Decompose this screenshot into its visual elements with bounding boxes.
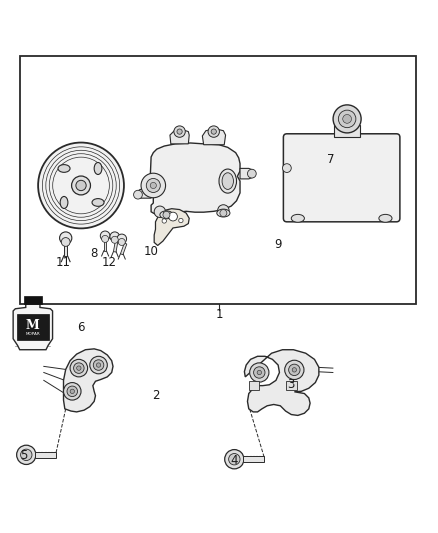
Polygon shape <box>240 168 255 179</box>
Circle shape <box>254 367 265 378</box>
Circle shape <box>338 110 356 128</box>
Circle shape <box>111 236 118 243</box>
Circle shape <box>163 211 170 219</box>
Circle shape <box>118 238 125 246</box>
Bar <box>334 125 360 138</box>
Text: 7: 7 <box>327 152 335 166</box>
Circle shape <box>96 363 101 367</box>
Circle shape <box>250 363 269 382</box>
FancyBboxPatch shape <box>283 134 400 222</box>
Circle shape <box>177 129 182 134</box>
Circle shape <box>179 219 183 223</box>
Text: 1: 1 <box>215 308 223 321</box>
Circle shape <box>154 206 166 217</box>
Bar <box>35 452 56 458</box>
Ellipse shape <box>58 165 70 172</box>
Ellipse shape <box>160 211 173 219</box>
Polygon shape <box>13 304 53 350</box>
Circle shape <box>211 129 216 134</box>
Ellipse shape <box>94 163 102 174</box>
Circle shape <box>247 169 256 178</box>
Text: 9: 9 <box>274 238 282 251</box>
Ellipse shape <box>291 214 304 222</box>
Polygon shape <box>138 189 151 198</box>
Polygon shape <box>202 128 226 145</box>
Text: 11: 11 <box>56 256 71 269</box>
Ellipse shape <box>217 209 230 217</box>
Polygon shape <box>150 143 240 217</box>
Polygon shape <box>154 209 189 246</box>
Circle shape <box>333 105 361 133</box>
Circle shape <box>21 449 32 461</box>
Circle shape <box>343 115 351 123</box>
Text: 3: 3 <box>288 378 295 391</box>
Ellipse shape <box>222 173 233 189</box>
Bar <box>249 381 259 390</box>
Text: 10: 10 <box>144 245 159 257</box>
Ellipse shape <box>60 197 68 208</box>
Ellipse shape <box>219 169 237 193</box>
Circle shape <box>100 231 110 241</box>
Circle shape <box>102 236 109 243</box>
Circle shape <box>292 368 297 372</box>
Circle shape <box>134 190 142 199</box>
Circle shape <box>64 383 81 400</box>
Circle shape <box>93 360 104 370</box>
Circle shape <box>110 232 120 241</box>
Circle shape <box>220 209 227 216</box>
Circle shape <box>257 370 261 375</box>
Bar <box>17 313 49 341</box>
Text: 12: 12 <box>102 256 117 269</box>
Circle shape <box>74 363 84 374</box>
Ellipse shape <box>92 199 104 206</box>
Circle shape <box>283 164 291 173</box>
Circle shape <box>76 180 86 191</box>
Circle shape <box>208 126 219 138</box>
Circle shape <box>229 454 240 465</box>
Text: 2: 2 <box>152 389 159 402</box>
Text: 6: 6 <box>77 321 85 334</box>
Bar <box>120 243 127 255</box>
Bar <box>243 456 264 462</box>
Circle shape <box>218 205 229 216</box>
Circle shape <box>150 182 156 189</box>
Circle shape <box>17 445 36 464</box>
Circle shape <box>225 449 244 469</box>
Ellipse shape <box>379 214 392 222</box>
Circle shape <box>162 219 166 223</box>
Circle shape <box>77 366 81 370</box>
Circle shape <box>67 386 78 397</box>
Bar <box>64 243 67 255</box>
Bar <box>104 239 106 251</box>
Circle shape <box>71 176 91 195</box>
Circle shape <box>60 232 72 244</box>
Text: 4: 4 <box>230 454 238 467</box>
Circle shape <box>146 179 160 192</box>
Text: 8: 8 <box>91 247 98 260</box>
Bar <box>24 296 42 304</box>
Circle shape <box>174 126 185 138</box>
Bar <box>20 56 416 304</box>
Circle shape <box>61 238 70 246</box>
Circle shape <box>169 212 177 221</box>
Circle shape <box>289 364 300 376</box>
Bar <box>113 240 118 252</box>
Circle shape <box>70 389 74 393</box>
Text: 5: 5 <box>21 449 28 462</box>
Circle shape <box>38 142 124 229</box>
Text: M: M <box>26 319 40 332</box>
Polygon shape <box>64 349 113 412</box>
Text: MOPAR: MOPAR <box>25 332 40 336</box>
Circle shape <box>90 356 107 374</box>
Circle shape <box>117 234 127 244</box>
Circle shape <box>141 173 166 198</box>
Circle shape <box>70 359 88 377</box>
Circle shape <box>163 211 168 215</box>
Bar <box>286 381 297 390</box>
Polygon shape <box>170 130 189 144</box>
Polygon shape <box>244 350 319 415</box>
Circle shape <box>285 360 304 379</box>
